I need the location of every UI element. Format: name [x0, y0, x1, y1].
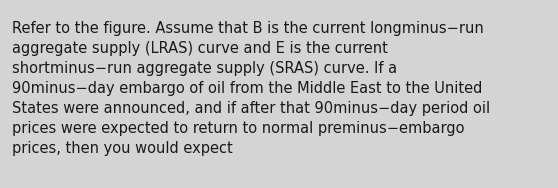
Text: Refer to the figure. Assume that B is the current longminus−run
aggregate supply: Refer to the figure. Assume that B is th… — [12, 21, 490, 156]
